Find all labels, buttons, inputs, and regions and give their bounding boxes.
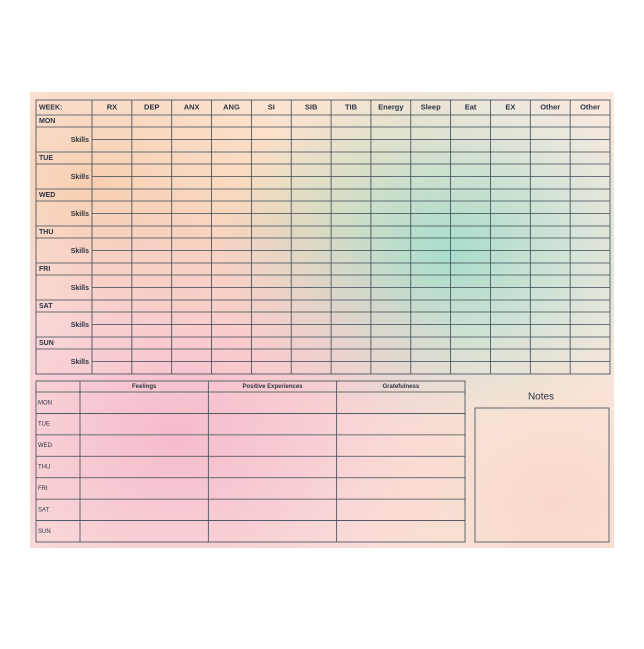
journal-day: WED <box>38 443 53 449</box>
journal-day: THU <box>38 465 50 471</box>
journal-day: SAT <box>38 507 50 513</box>
column-header: TIB <box>345 102 358 111</box>
journal-day: TUE <box>38 422 50 428</box>
column-header: EX <box>505 102 515 111</box>
skills-label: Skills <box>71 285 89 292</box>
column-header: Other <box>540 102 560 111</box>
day-label: SAT <box>39 303 53 310</box>
column-header: Energy <box>378 102 404 111</box>
column-header: Other <box>580 102 600 111</box>
day-label: MON <box>39 118 55 125</box>
grids <box>35 99 611 543</box>
journal-day: FRI <box>38 486 48 492</box>
journal-header: Feelings <box>132 384 157 390</box>
column-header: RX <box>107 102 117 111</box>
notes-box <box>474 407 610 543</box>
column-header: SIB <box>305 102 318 111</box>
day-label: TUE <box>39 155 53 162</box>
day-label: SUN <box>39 340 54 347</box>
journal-border <box>35 380 466 543</box>
column-header: DEP <box>144 102 159 111</box>
tracker-border <box>35 99 611 375</box>
skills-label: Skills <box>71 359 89 366</box>
notes-title: Notes <box>528 392 554 403</box>
skills-label: Skills <box>71 137 89 144</box>
journal-header: Gratefulness <box>382 384 419 390</box>
skills-label: Skills <box>71 174 89 181</box>
column-header: Eat <box>465 102 477 111</box>
paper <box>30 92 614 548</box>
day-label: THU <box>39 229 53 236</box>
journal-day: MON <box>38 400 52 406</box>
column-header: SI <box>268 102 275 111</box>
day-label: WED <box>39 192 55 199</box>
skills-label: Skills <box>71 248 89 255</box>
column-header: Sleep <box>421 102 441 111</box>
day-label: FRI <box>39 266 50 273</box>
journal-header: Positive Experiences <box>242 384 303 390</box>
skills-label: Skills <box>71 211 89 218</box>
skills-label: Skills <box>71 322 89 329</box>
column-header: ANX <box>184 102 200 111</box>
column-header: ANG <box>223 102 240 111</box>
journal-day: SUN <box>38 529 51 535</box>
corner-label: WEEK: <box>39 104 62 111</box>
